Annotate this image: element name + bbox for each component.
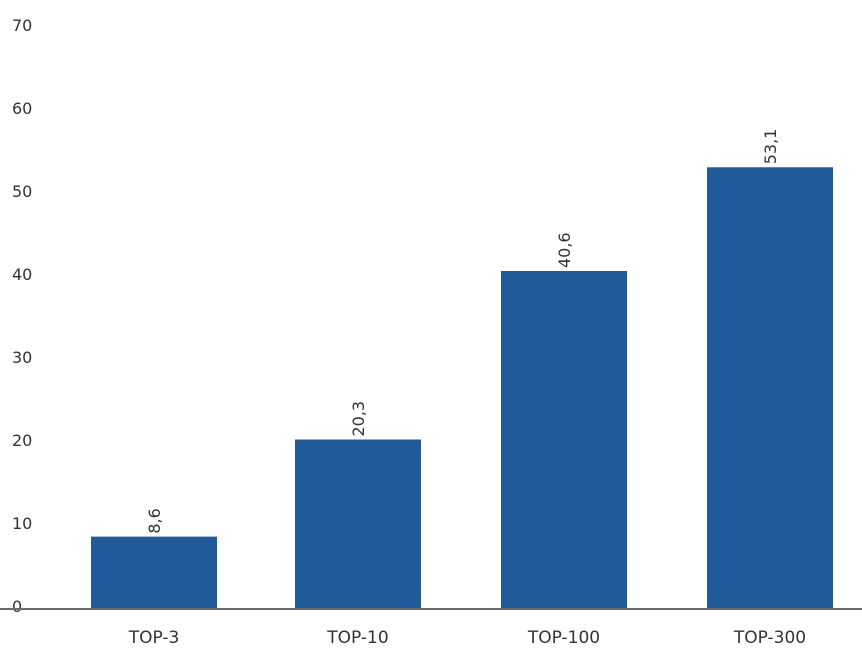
- y-tick-label: 40: [12, 265, 32, 284]
- y-tick-label: 0: [12, 597, 22, 616]
- y-tick-label: 70: [12, 16, 32, 35]
- y-tick-label: 30: [12, 348, 32, 367]
- x-tick-label: TOP-100: [527, 628, 600, 648]
- data-label: 20,3: [349, 401, 368, 437]
- bars: [91, 167, 833, 608]
- data-label: 40,6: [555, 232, 574, 268]
- bar-top-100: [501, 271, 627, 608]
- data-labels: 8,6 20,3 40,6 53,1: [145, 129, 780, 534]
- bar-top-3: [91, 536, 217, 608]
- data-label: 53,1: [761, 129, 780, 165]
- data-label: 8,6: [145, 508, 164, 533]
- bar-top-300: [707, 167, 833, 608]
- y-tick-label: 20: [12, 431, 32, 450]
- x-tick-label: TOP-300: [733, 628, 806, 648]
- y-axis-tick-labels: 0 10 20 30 40 50 60 70: [12, 16, 32, 616]
- y-tick-label: 50: [12, 182, 32, 201]
- bar-top-10: [295, 439, 421, 608]
- x-tick-label: TOP-10: [326, 628, 388, 648]
- x-axis-category-labels: TOP-3 TOP-10 TOP-100 TOP-300: [128, 628, 806, 648]
- y-tick-label: 60: [12, 99, 32, 118]
- x-tick-label: TOP-3: [128, 628, 180, 648]
- y-tick-label: 10: [12, 514, 32, 533]
